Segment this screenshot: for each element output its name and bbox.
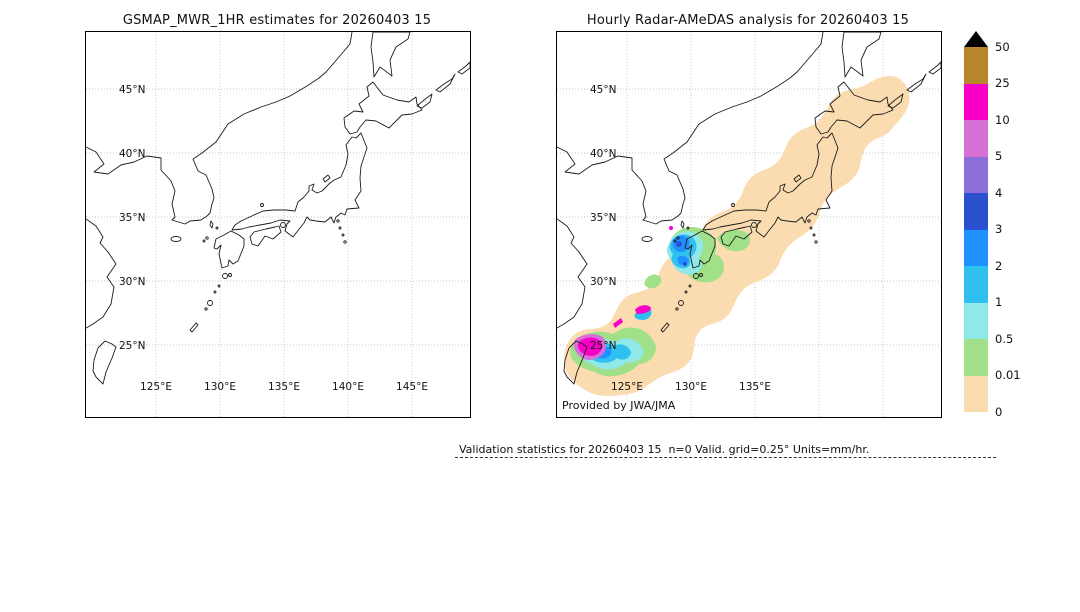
colorbar-tick: 0.5 [995, 332, 1014, 346]
precip-area-10-25 [635, 305, 651, 314]
lon-tick-label: 140°E [332, 381, 364, 393]
gsmap-map: 45°N 40°N 35°N 30°N 25°N 125°E 130°E 135… [86, 32, 470, 417]
colorbar-segment [964, 266, 988, 303]
lat-tick-label: 35°N [590, 212, 616, 224]
left-axis-tick-labels: 45°N 40°N 35°N 30°N 25°N 125°E 130°E 135… [119, 84, 428, 393]
lon-tick-label: 135°E [739, 381, 771, 393]
colorbar-segment [964, 120, 988, 157]
colorbar-scale [964, 47, 988, 412]
colorbar-tick: 0 [995, 405, 1003, 419]
colorbar-segment [964, 339, 988, 376]
colorbar-tick: 10 [995, 113, 1010, 127]
precip-area-3-4 [676, 241, 682, 247]
lat-tick-label: 25°N [590, 340, 616, 352]
lat-tick-label: 30°N [119, 276, 145, 288]
caption-underline [455, 457, 996, 458]
lat-tick-label: 45°N [590, 84, 616, 96]
precip-area-3-4 [683, 262, 687, 266]
precip-area-10-25 [577, 337, 603, 356]
lon-tick-label: 145°E [396, 381, 428, 393]
colorbar-tick: 3 [995, 222, 1003, 236]
colorbar-tick: 2 [995, 259, 1003, 273]
colorbar-segment [964, 193, 988, 230]
radar-amedas-map: 45°N 40°N 35°N 30°N 25°N 125°E 130°E 135… [557, 32, 941, 417]
lat-tick-label: 40°N [119, 148, 145, 160]
colorbar-segment [964, 375, 988, 412]
lon-tick-label: 135°E [268, 381, 300, 393]
colorbar-tick: 25 [995, 76, 1010, 90]
lat-tick-label: 40°N [590, 148, 616, 160]
lat-tick-label: 25°N [119, 340, 145, 352]
precip-area-light [644, 274, 662, 289]
data-credit: Provided by JWA/JMA [560, 399, 678, 412]
precip-area-10-25 [669, 226, 673, 230]
lon-tick-label: 130°E [675, 381, 707, 393]
lon-tick-label: 125°E [140, 381, 172, 393]
precip-area-light [717, 230, 751, 252]
precip-area-10-25 [613, 318, 623, 328]
lon-tick-label: 130°E [204, 381, 236, 393]
colorbar-tick: 5 [995, 149, 1003, 163]
colorbar-tick: 4 [995, 186, 1003, 200]
validation-caption: Validation statistics for 20260403 15 n=… [459, 443, 870, 456]
colorbar-segment [964, 229, 988, 266]
colorbar-segment [964, 83, 988, 120]
colorbar-tick: 50 [995, 40, 1010, 54]
colorbar-segment [964, 47, 988, 84]
colorbar-tick: 0.01 [995, 368, 1021, 382]
colorbar: 50 25 10 5 4 3 2 1 0.5 0.01 0 [964, 31, 1080, 431]
lon-tick-label: 125°E [611, 381, 643, 393]
colorbar-overflow-arrow-icon [964, 31, 988, 47]
colorbar-segment [964, 156, 988, 193]
left-panel-title: GSMAP_MWR_1HR estimates for 20260403 15 [122, 13, 432, 28]
right-axis-tick-labels: 45°N 40°N 35°N 30°N 25°N 125°E 130°E 135… [590, 84, 771, 393]
right-panel-title: Hourly Radar-AMeDAS analysis for 2026040… [586, 13, 910, 28]
gsmap-map-panel: 45°N 40°N 35°N 30°N 25°N 125°E 130°E 135… [85, 31, 471, 418]
lat-tick-label: 30°N [590, 276, 616, 288]
lat-tick-label: 35°N [119, 212, 145, 224]
lat-tick-label: 45°N [119, 84, 145, 96]
colorbar-tick: 1 [995, 295, 1003, 309]
radar-amedas-map-panel: 45°N 40°N 35°N 30°N 25°N 125°E 130°E 135… [556, 31, 942, 418]
colorbar-segment [964, 302, 988, 339]
